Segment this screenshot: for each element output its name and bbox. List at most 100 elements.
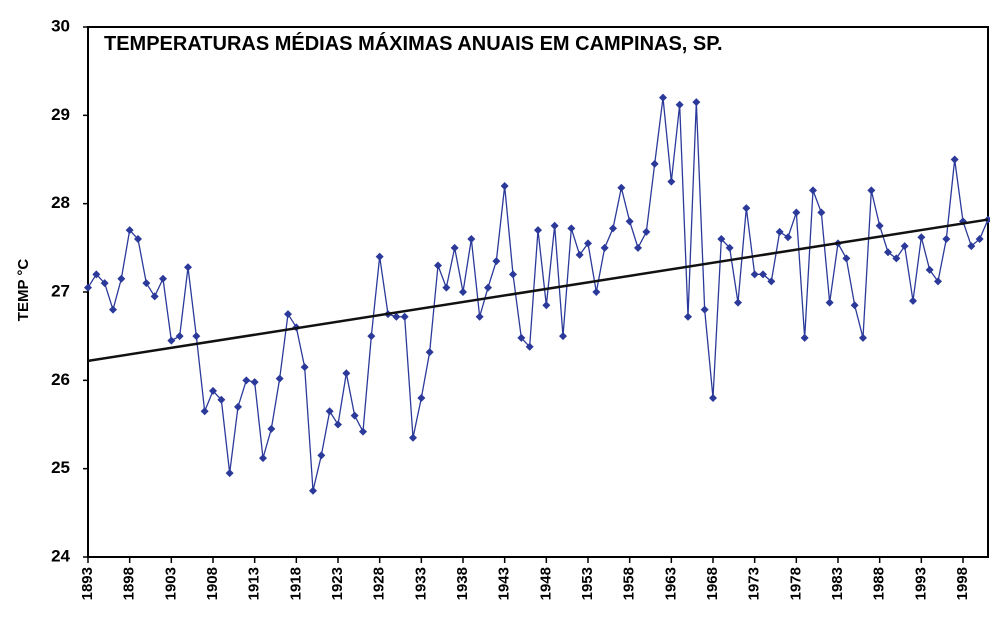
data-point: [242, 376, 251, 385]
x-tick-label: 1913: [246, 567, 263, 600]
data-point: [159, 274, 167, 283]
data-point: [100, 279, 109, 288]
data-point: [467, 235, 476, 243]
data-point: [692, 98, 701, 107]
data-point: [392, 312, 401, 321]
trend-line: [87, 218, 989, 363]
y-tick-label: 30: [51, 16, 70, 35]
data-point: [650, 159, 659, 168]
x-tick-label: 1958: [621, 567, 638, 600]
data-point: [350, 411, 359, 420]
data-point: [192, 332, 201, 341]
data-point: [584, 239, 592, 248]
x-tick-label: 1928: [371, 567, 388, 600]
data-point: [550, 221, 559, 230]
x-tick-label: 1973: [746, 567, 763, 600]
data-point: [975, 235, 984, 243]
data-point: [84, 283, 92, 292]
data-point: [275, 374, 284, 383]
data-point: [742, 204, 751, 213]
x-tick-label: 1953: [579, 567, 596, 600]
data-point: [842, 254, 851, 263]
data-point: [884, 248, 892, 257]
x-tick-label: 1908: [204, 567, 221, 600]
data-point: [759, 270, 767, 279]
x-tick-label: 1948: [537, 567, 554, 600]
data-point: [909, 296, 917, 305]
x-tick-label: 1983: [829, 567, 846, 600]
y-axis-label: TEMP °C: [15, 259, 32, 322]
data-point: [325, 407, 334, 416]
x-tick-label: 1968: [704, 567, 721, 600]
data-point: [542, 301, 551, 310]
data-point: [825, 298, 834, 307]
data-point: [484, 283, 492, 292]
data-point: [567, 224, 576, 233]
data-point: [492, 257, 501, 266]
data-point: [767, 277, 776, 286]
data-point: [475, 312, 484, 321]
y-tick-label: 24: [51, 546, 70, 565]
data-point: [334, 420, 342, 429]
data-point: [200, 407, 209, 416]
x-tick-label: 1893: [79, 567, 96, 600]
data-point: [559, 332, 567, 341]
x-tick-label: 1918: [287, 567, 304, 600]
data-point: [250, 378, 259, 387]
data-point: [234, 402, 242, 411]
data-point: [950, 155, 959, 164]
data-point: [509, 270, 517, 279]
data-point: [925, 265, 934, 274]
data-point: [425, 348, 434, 357]
data-point: [117, 274, 126, 283]
data-point: [92, 270, 101, 279]
plot-frame: [87, 26, 989, 558]
data-point: [592, 288, 601, 296]
y-tick-label: 25: [51, 458, 70, 477]
y-tick-label: 27: [51, 281, 70, 300]
chart-title: TEMPERATURAS MÉDIAS MÁXIMAS ANUAIS EM CA…: [104, 32, 723, 55]
x-tick-label: 1998: [954, 567, 971, 600]
data-point: [517, 333, 526, 342]
data-point: [225, 469, 234, 478]
data-point: [500, 182, 509, 190]
data-point: [417, 394, 426, 402]
data-point: [259, 454, 267, 463]
y-tick-label: 26: [51, 370, 70, 389]
data-point: [892, 254, 901, 263]
data-point: [709, 394, 717, 402]
data-point: [859, 333, 867, 342]
x-tick-label: 1978: [787, 567, 804, 600]
data-point: [142, 279, 151, 288]
data-point: [725, 243, 734, 252]
x-tick-label: 1903: [162, 567, 179, 600]
data-point: [375, 252, 384, 261]
data-point: [700, 305, 709, 314]
data-point: [367, 332, 376, 341]
data-point: [792, 208, 801, 217]
data-point: [800, 333, 809, 342]
data-point: [675, 100, 684, 109]
data-point: [575, 250, 584, 259]
data-point: [167, 336, 176, 345]
data-point: [217, 395, 226, 404]
data-point: [634, 243, 642, 252]
data-point: [625, 217, 634, 226]
data-point: [109, 305, 117, 314]
x-tick-label: 1963: [662, 567, 679, 600]
x-tick-label: 1938: [454, 567, 471, 600]
data-point: [400, 312, 409, 321]
data-point: [134, 235, 142, 243]
data-point: [917, 233, 926, 242]
data-point: [867, 186, 876, 195]
data-line: [87, 97, 989, 491]
data-point: [850, 301, 859, 310]
data-point: [267, 424, 276, 433]
data-point: [817, 208, 826, 217]
data-point: [642, 227, 651, 236]
x-tick-label: 1898: [121, 567, 138, 600]
y-tick-label: 28: [51, 193, 70, 212]
data-point: [459, 288, 467, 296]
y-tick-label: 29: [51, 105, 70, 124]
data-point: [617, 183, 626, 192]
